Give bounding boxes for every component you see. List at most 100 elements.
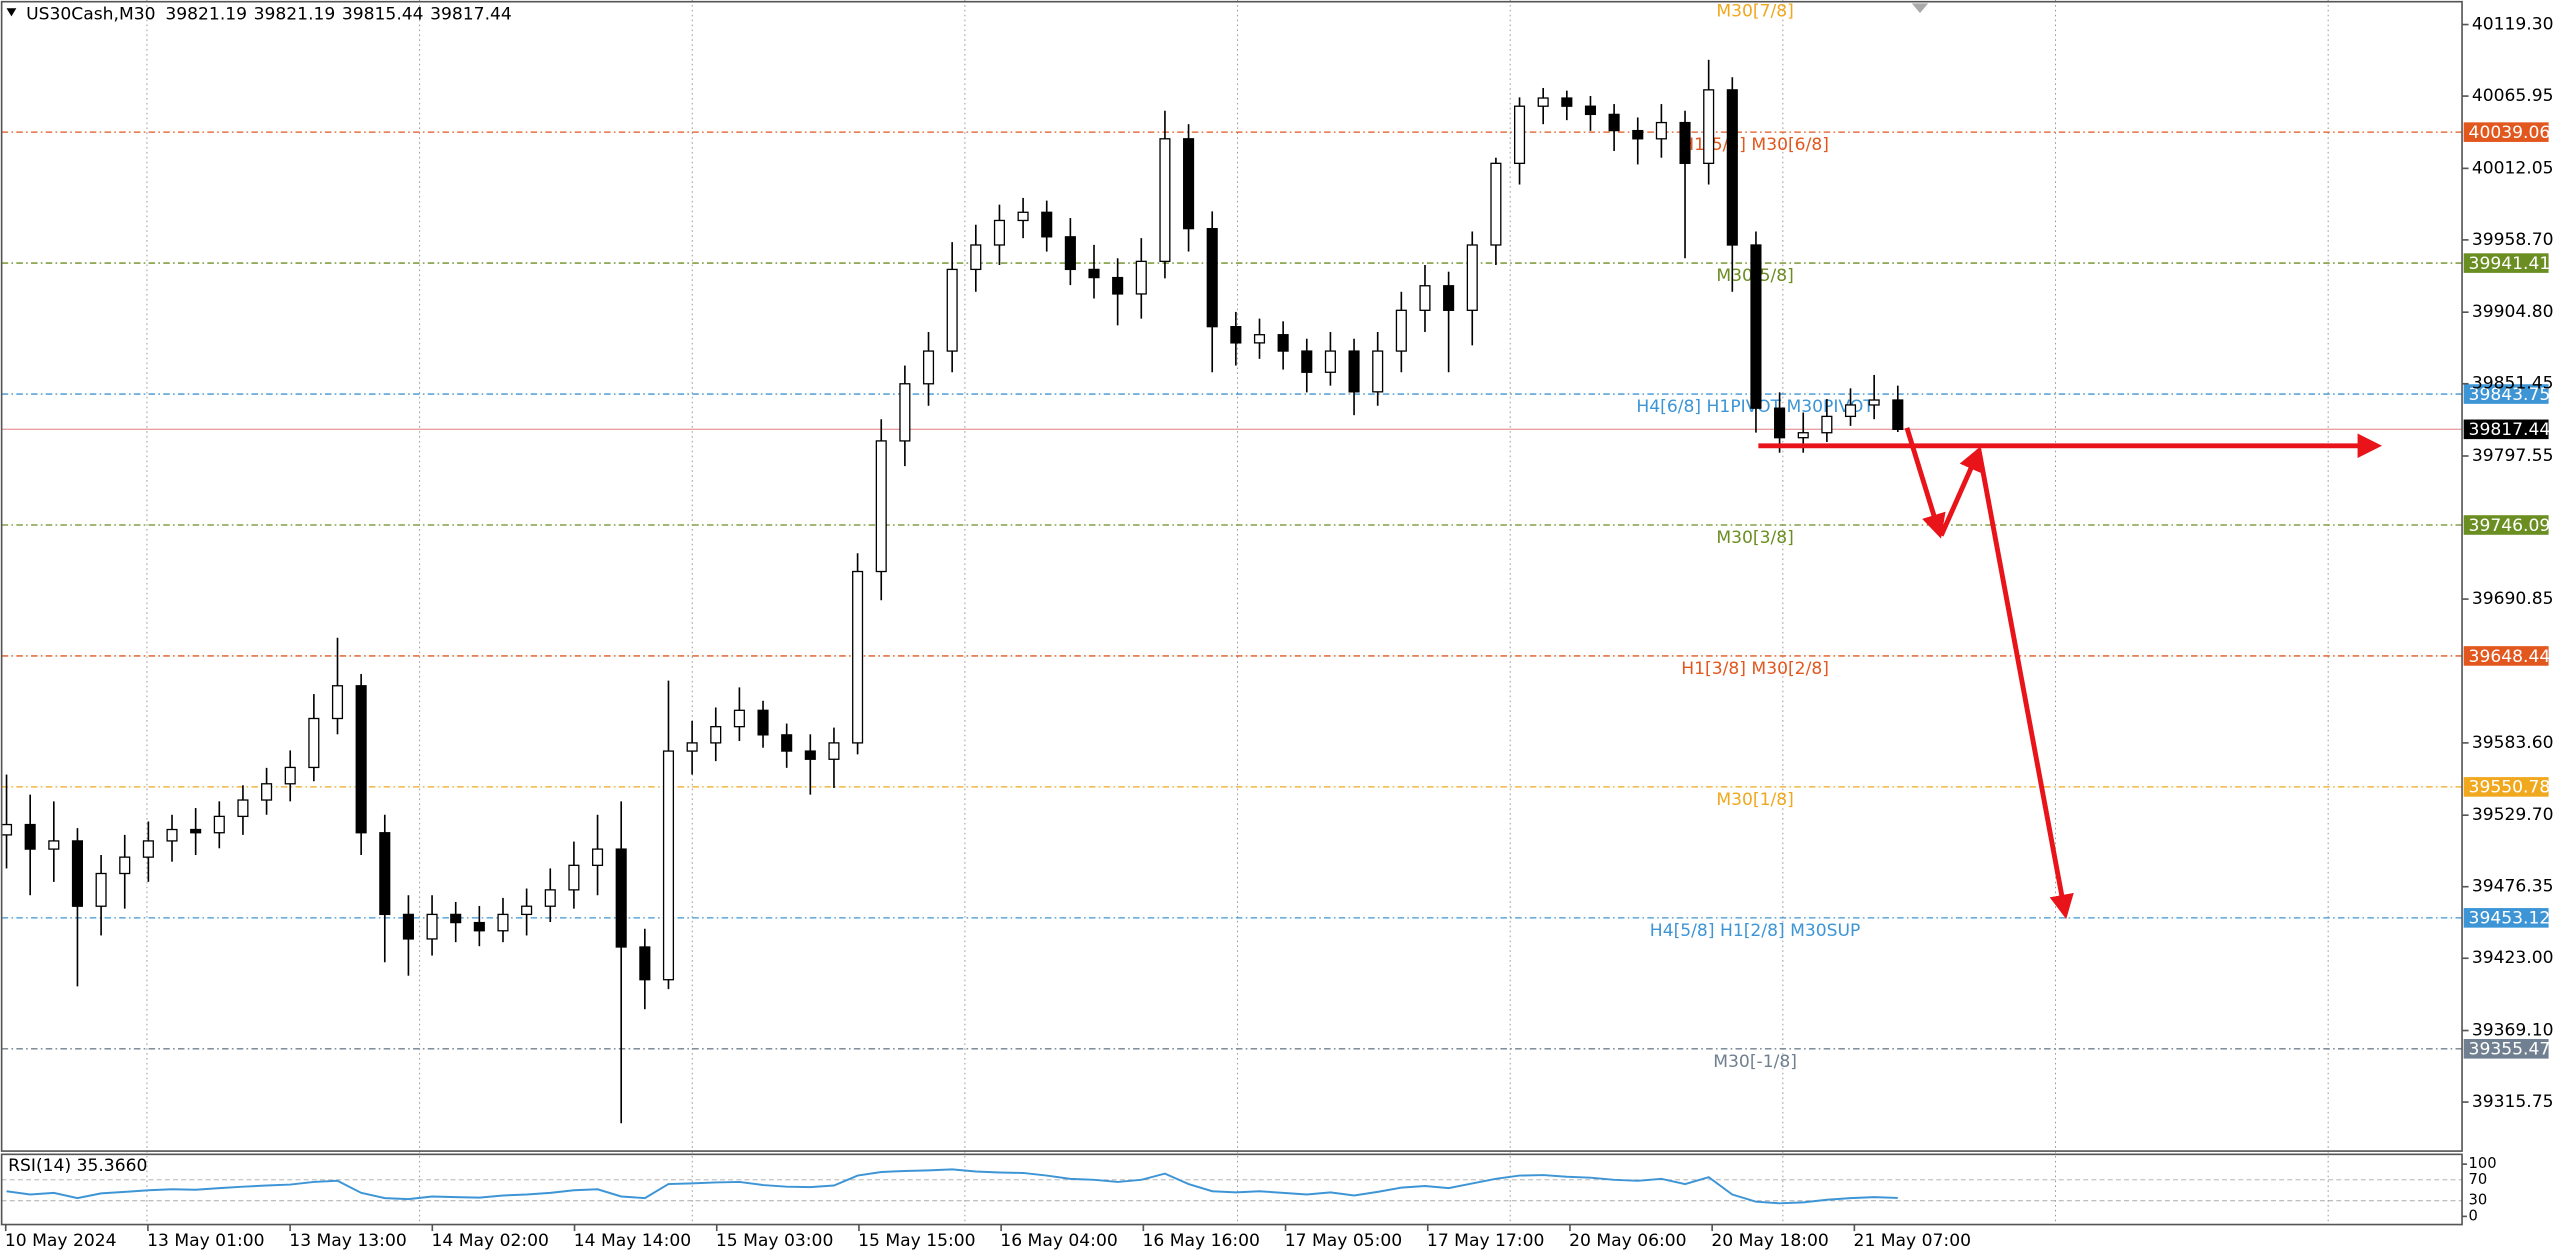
price-tag — [2463, 777, 2549, 797]
candle-body — [1490, 162, 1502, 246]
quote-low: 39815.44 — [342, 5, 424, 25]
candle-body — [1348, 350, 1360, 393]
candle-body — [781, 734, 793, 752]
price-tag-label: 39746.09 — [2469, 516, 2551, 536]
candle-body — [119, 856, 131, 875]
shift-marker — [1911, 3, 1929, 14]
candle-body — [71, 840, 84, 907]
candle-body — [1135, 260, 1147, 295]
level-label: M30[3/8] — [1716, 528, 1794, 548]
price-tag — [2463, 515, 2549, 535]
candle-body — [142, 840, 154, 858]
y-tick-label: 39476.35 — [2472, 877, 2554, 897]
candle-body — [1513, 105, 1526, 164]
quote-open: 39821.19 — [165, 5, 247, 25]
rsi-tick-label: 0 — [2469, 1207, 2478, 1224]
forecast-arrow — [1976, 448, 2074, 920]
candle-body — [497, 913, 509, 932]
x-tick-label: 15 May 03:00 — [716, 1231, 833, 1251]
main-frame — [0, 0, 2463, 1152]
level-label: M30[-1/8] — [1713, 1052, 1797, 1072]
symbol: US30Cash,M30 — [26, 5, 155, 25]
level-label: M30[7/8] — [1716, 1, 1794, 21]
price-tag-label: 39648.44 — [2469, 647, 2551, 667]
candle-body — [1230, 326, 1242, 344]
candle-body — [1844, 404, 1857, 418]
candle-body — [1537, 97, 1549, 107]
y-tick-label: 39369.10 — [2472, 1021, 2554, 1041]
y-tick-label: 39904.80 — [2472, 302, 2554, 322]
candle-body — [1206, 227, 1218, 328]
candle-body — [1726, 89, 1738, 246]
x-tick-label: 15 May 15:00 — [858, 1231, 975, 1251]
candle-body — [0, 823, 13, 836]
levels: H1[5/8] M30[6/8]40039.06M30[5/8]39941.41… — [1, 1, 2551, 1072]
price-tag — [2463, 1039, 2549, 1059]
rsi-tick-label: 30 — [2469, 1192, 2488, 1209]
candle-body — [1655, 121, 1667, 140]
y-tick-label: 39529.70 — [2472, 805, 2554, 825]
price-tag-label: 39843.75 — [2469, 385, 2551, 405]
candle-body — [1041, 211, 1053, 238]
candle-body — [237, 799, 249, 818]
x-tick-label: 14 May 02:00 — [432, 1231, 549, 1251]
price-tag-label: 40039.06 — [2469, 123, 2551, 143]
candle-body — [922, 350, 935, 385]
quote-close: 39817.44 — [430, 5, 512, 25]
candle-body — [733, 709, 745, 728]
candle-body — [1112, 276, 1124, 295]
quote-high: 39821.19 — [254, 5, 336, 25]
price-tag — [2463, 253, 2549, 273]
rsi-line — [6, 1168, 1898, 1205]
x-tick-label: 13 May 01:00 — [147, 1231, 264, 1251]
price-tag — [2463, 122, 2549, 142]
candle-body — [662, 750, 675, 981]
candle-body — [426, 913, 438, 940]
x-tick-label: 21 May 07:00 — [1854, 1231, 1971, 1251]
candle-body — [1703, 89, 1715, 164]
x-tick-label: 17 May 17:00 — [1427, 1231, 1544, 1251]
candles — [0, 59, 1904, 1124]
x-tick-label: 14 May 14:00 — [574, 1231, 691, 1251]
x-tick-label: 20 May 18:00 — [1711, 1231, 1828, 1251]
candle-body — [1868, 399, 1880, 406]
rsi-tick-label: 70 — [2469, 1171, 2488, 1188]
candle-body — [48, 840, 60, 850]
candle-body — [1419, 285, 1431, 311]
candle-body — [993, 219, 1005, 246]
candle-body — [1750, 244, 1762, 409]
candle-body — [1632, 129, 1644, 140]
candle-body — [1159, 138, 1171, 263]
menu-triangle[interactable] — [6, 8, 17, 17]
candle-body — [284, 766, 296, 785]
candle-body — [1088, 268, 1100, 279]
candle-body — [852, 570, 864, 744]
price-tag — [2463, 419, 2549, 440]
candle-body — [757, 709, 769, 736]
candle-body — [402, 913, 414, 940]
candle-body — [1395, 309, 1407, 352]
candle-body — [710, 726, 722, 744]
price-tag-label: 39550.78 — [2469, 778, 2551, 798]
candle-body — [1561, 97, 1573, 107]
rsi-label: RSI(14) 35.3660 — [8, 1156, 147, 1176]
candle-body — [1797, 432, 1809, 439]
y-tick-label: 39851.45 — [2472, 374, 2554, 394]
candle-body — [1324, 350, 1336, 373]
candle-body — [639, 946, 651, 981]
candle-body — [1821, 415, 1833, 434]
price-tag-label: 39941.41 — [2469, 254, 2551, 274]
level-label: M30[1/8] — [1716, 790, 1794, 810]
candle-body — [1466, 244, 1478, 311]
candle-body — [970, 244, 982, 271]
candle-body — [1892, 399, 1904, 430]
candle-body — [592, 848, 604, 866]
price-axis: 40119.30 40065.95 40012.05 39958.70 39904.80… — [2462, 15, 2554, 1112]
candle-body — [1017, 211, 1029, 222]
x-tick-label: 10 May 2024 — [5, 1231, 117, 1251]
candle-body — [804, 750, 816, 760]
candle-body — [1443, 285, 1455, 311]
